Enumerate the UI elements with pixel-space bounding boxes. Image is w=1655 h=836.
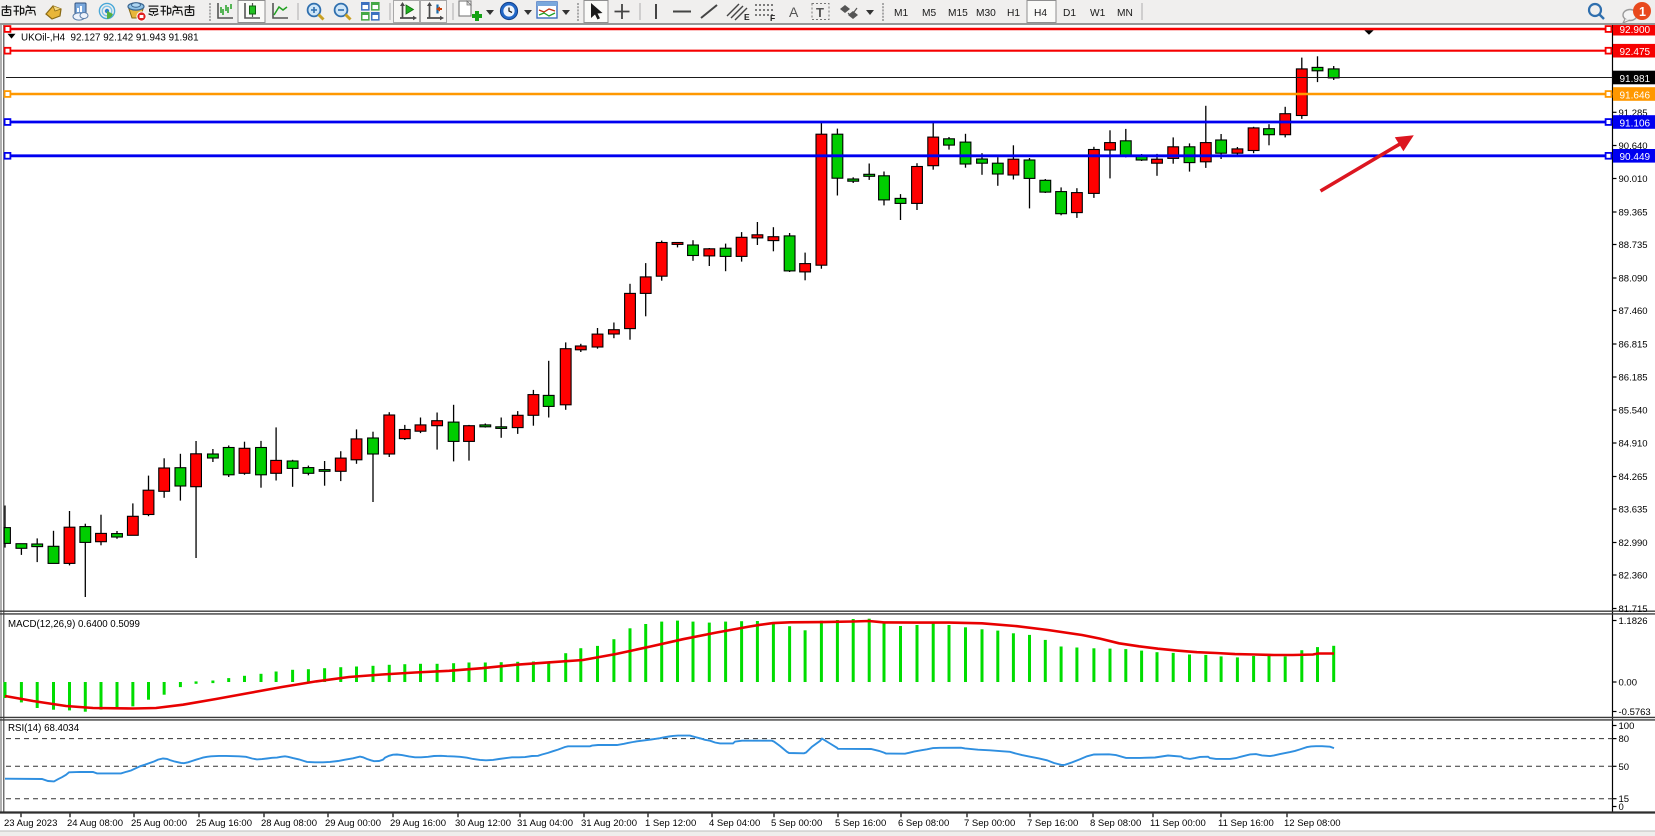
svg-text:90.449: 90.449 [1620, 152, 1651, 163]
svg-text:11 Sep 00:00: 11 Sep 00:00 [1150, 818, 1206, 829]
svg-text:W1: W1 [1090, 8, 1106, 19]
svg-text:85.540: 85.540 [1619, 406, 1648, 417]
svg-text:UKOil-,H4 92.127 92.142 91.94: UKOil-,H4 92.127 92.142 91.943 91.981 [21, 33, 199, 44]
svg-text:F: F [770, 13, 775, 23]
svg-text:5 Sep 16:00: 5 Sep 16:00 [835, 818, 886, 829]
svg-text:30 Aug 12:00: 30 Aug 12:00 [455, 818, 511, 829]
svg-text:100: 100 [1619, 721, 1635, 732]
svg-text:82.360: 82.360 [1619, 571, 1648, 582]
svg-text:84.265: 84.265 [1619, 472, 1648, 483]
svg-text:92.475: 92.475 [1620, 47, 1651, 58]
svg-text:91.646: 91.646 [1620, 90, 1651, 101]
svg-text:4 Sep 04:00: 4 Sep 04:00 [709, 818, 760, 829]
svg-text:87.460: 87.460 [1619, 306, 1648, 317]
svg-text:84.910: 84.910 [1619, 439, 1648, 450]
svg-text:M1: M1 [894, 8, 908, 19]
svg-text:E: E [744, 12, 750, 22]
svg-text:91.981: 91.981 [1620, 74, 1651, 85]
svg-text:50: 50 [1619, 762, 1630, 773]
svg-text:90.640: 90.640 [1619, 141, 1648, 152]
svg-text:92.900: 92.900 [1620, 25, 1651, 36]
svg-text:7 Sep 16:00: 7 Sep 16:00 [1027, 818, 1078, 829]
svg-text:25 Aug 16:00: 25 Aug 16:00 [196, 818, 252, 829]
svg-text:82.990: 82.990 [1619, 538, 1648, 549]
svg-text:91.285: 91.285 [1619, 108, 1648, 119]
svg-text:0: 0 [1619, 802, 1624, 813]
svg-text:12 Sep 08:00: 12 Sep 08:00 [1284, 818, 1341, 829]
svg-text:25 Aug 00:00: 25 Aug 00:00 [131, 818, 187, 829]
svg-text:28 Aug 08:00: 28 Aug 08:00 [261, 818, 317, 829]
svg-text:M15: M15 [948, 8, 968, 19]
svg-text:1.1826: 1.1826 [1619, 616, 1648, 627]
svg-text:31 Aug 04:00: 31 Aug 04:00 [517, 818, 573, 829]
svg-text:6 Sep 08:00: 6 Sep 08:00 [898, 818, 949, 829]
svg-text:83.635: 83.635 [1619, 505, 1648, 516]
svg-text:88.735: 88.735 [1619, 240, 1648, 251]
svg-text:0.00: 0.00 [1619, 678, 1638, 689]
svg-text:88.090: 88.090 [1619, 274, 1648, 285]
svg-text:1: 1 [1639, 5, 1646, 19]
svg-text:-0.5763: -0.5763 [1619, 707, 1651, 718]
svg-text:29 Aug 00:00: 29 Aug 00:00 [325, 818, 381, 829]
svg-text:H1: H1 [1007, 8, 1020, 19]
svg-text:11 Sep 16:00: 11 Sep 16:00 [1218, 818, 1274, 829]
svg-text:MN: MN [1117, 8, 1133, 19]
svg-text:D1: D1 [1063, 8, 1076, 19]
svg-text:A: A [789, 4, 799, 20]
svg-text:29 Aug 16:00: 29 Aug 16:00 [390, 818, 446, 829]
svg-text:1 Sep 12:00: 1 Sep 12:00 [645, 818, 696, 829]
svg-text:MACD(12,26,9) 0.6400 0.5099: MACD(12,26,9) 0.6400 0.5099 [8, 619, 140, 630]
svg-text:RSI(14) 68.4034: RSI(14) 68.4034 [8, 723, 80, 734]
svg-text:91.106: 91.106 [1620, 118, 1651, 129]
svg-text:24 Aug 08:00: 24 Aug 08:00 [67, 818, 123, 829]
svg-text:M30: M30 [976, 8, 996, 19]
svg-text:80: 80 [1619, 734, 1630, 745]
svg-text:5 Sep 00:00: 5 Sep 00:00 [771, 818, 822, 829]
svg-text:7 Sep 00:00: 7 Sep 00:00 [964, 818, 1015, 829]
svg-text:15: 15 [1619, 794, 1630, 805]
svg-text:90.010: 90.010 [1619, 174, 1648, 185]
svg-text:31 Aug 20:00: 31 Aug 20:00 [581, 818, 637, 829]
svg-text:23 Aug 2023: 23 Aug 2023 [4, 818, 57, 829]
svg-text:86.815: 86.815 [1619, 340, 1648, 351]
svg-text:H4: H4 [1034, 8, 1047, 19]
svg-text:81.715: 81.715 [1619, 604, 1648, 615]
svg-text:M5: M5 [922, 8, 936, 19]
svg-text:T: T [816, 5, 824, 20]
svg-text:86.185: 86.185 [1619, 373, 1648, 384]
svg-text:8 Sep 08:00: 8 Sep 08:00 [1090, 818, 1141, 829]
svg-text:89.365: 89.365 [1619, 208, 1648, 219]
